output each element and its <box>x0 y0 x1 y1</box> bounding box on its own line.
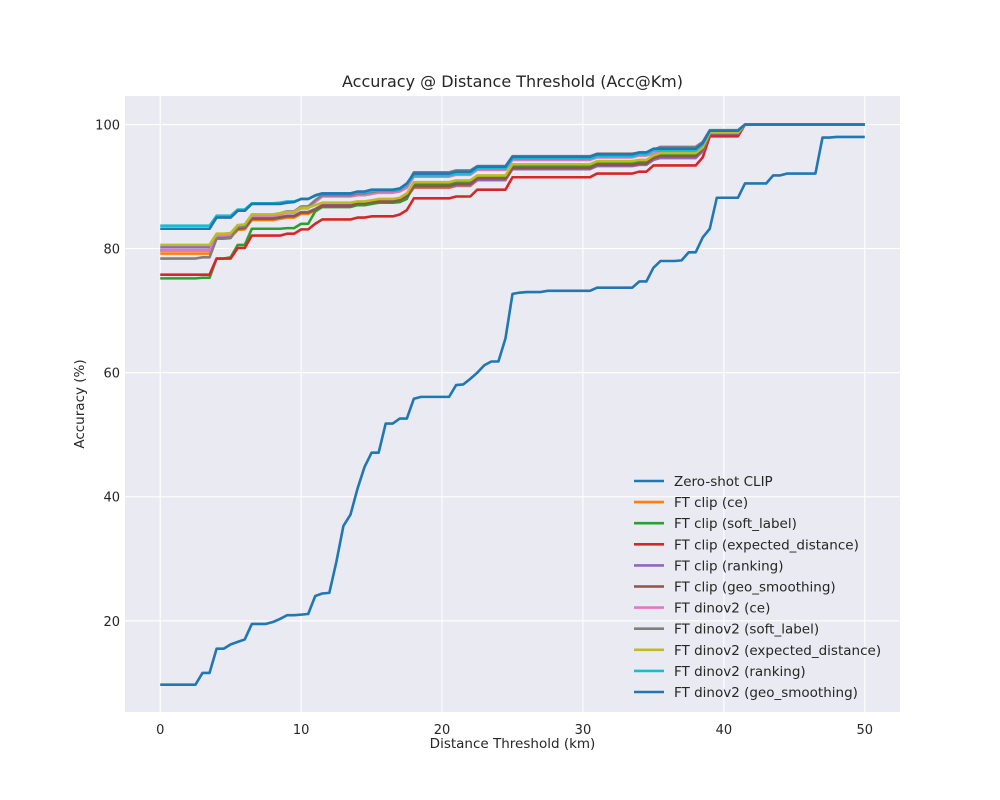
x-tick-label: 40 <box>716 723 733 738</box>
legend-item: FT dinov2 (geo_smoothing) <box>634 685 858 701</box>
x-axis-ticks: 0 10 20 30 40 50 <box>156 723 873 738</box>
legend-item: FT clip (ranking) <box>634 558 783 574</box>
legend-item: FT dinov2 (expected_distance) <box>634 643 881 659</box>
legend-item: Zero-shot CLIP <box>634 474 773 490</box>
y-tick-label: 80 <box>103 243 120 258</box>
legend-label: Zero-shot CLIP <box>674 474 773 490</box>
y-tick-label: 100 <box>95 119 120 134</box>
y-tick-label: 20 <box>103 615 120 630</box>
series-line-0 <box>160 135 865 687</box>
legend-label: FT dinov2 (ce) <box>674 601 770 617</box>
x-axis-label: Distance Threshold (km) <box>430 736 596 752</box>
legend-label: FT dinov2 (expected_distance) <box>674 643 881 659</box>
x-tick-label: 30 <box>575 723 592 738</box>
legend-item: FT dinov2 (ranking) <box>634 664 806 680</box>
legend-item: FT clip (ce) <box>634 495 748 511</box>
plot-area <box>125 96 900 712</box>
y-tick-label: 40 <box>103 491 120 506</box>
legend-label: FT clip (soft_label) <box>674 516 797 532</box>
legend-item: FT clip (expected_distance) <box>634 537 859 553</box>
series-lines <box>160 123 865 687</box>
y-tick-label: 60 <box>103 367 120 382</box>
legend-item: FT clip (soft_label) <box>634 516 797 532</box>
legend-label: FT dinov2 (geo_smoothing) <box>674 685 858 701</box>
legend-item: FT dinov2 (ce) <box>634 601 770 617</box>
legend-label: FT clip (ce) <box>674 495 748 511</box>
legend-label: FT dinov2 (ranking) <box>674 664 806 680</box>
legend: Zero-shot CLIP FT clip (ce) FT clip (soft_… <box>634 474 881 701</box>
legend-label: FT dinov2 (soft_label) <box>674 622 819 638</box>
x-tick-label: 50 <box>856 723 873 738</box>
legend-item: FT dinov2 (soft_label) <box>634 622 819 638</box>
x-tick-label: 20 <box>434 723 451 738</box>
x-tick-label: 10 <box>293 723 310 738</box>
x-tick-label: 0 <box>156 723 164 738</box>
chart-title: Accuracy @ Distance Threshold (Acc@Km) <box>342 72 683 91</box>
series-line-10 <box>160 123 865 231</box>
legend-item: FT clip (geo_smoothing) <box>634 580 836 596</box>
legend-label: FT clip (ranking) <box>674 558 783 574</box>
y-axis-label: Accuracy (%) <box>72 359 88 448</box>
legend-label: FT clip (geo_smoothing) <box>674 580 836 596</box>
legend-label: FT clip (expected_distance) <box>674 537 859 553</box>
y-axis-ticks: 20 40 60 80 100 <box>95 119 120 630</box>
